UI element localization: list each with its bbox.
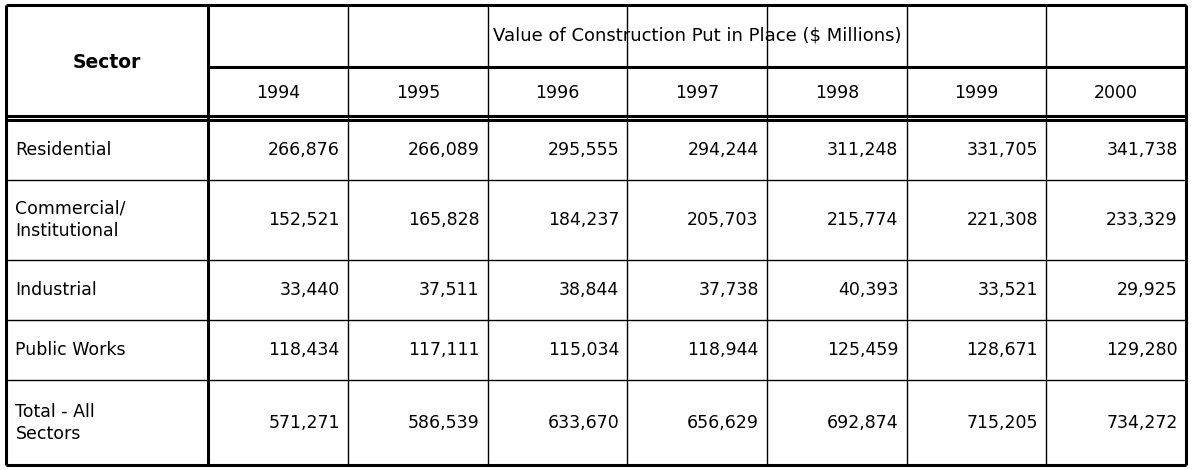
Text: 125,459: 125,459 <box>827 341 899 359</box>
Text: 233,329: 233,329 <box>1106 211 1178 229</box>
Text: 715,205: 715,205 <box>967 414 1038 431</box>
Text: 37,738: 37,738 <box>699 281 759 299</box>
Text: 311,248: 311,248 <box>827 141 899 159</box>
Text: 656,629: 656,629 <box>687 414 759 431</box>
Text: 571,271: 571,271 <box>268 414 340 431</box>
Text: Industrial: Industrial <box>15 281 98 299</box>
Text: 266,089: 266,089 <box>408 141 479 159</box>
Text: 152,521: 152,521 <box>268 211 340 229</box>
Text: 128,671: 128,671 <box>967 341 1038 359</box>
Text: 734,272: 734,272 <box>1106 414 1178 431</box>
Text: 221,308: 221,308 <box>967 211 1038 229</box>
Text: 692,874: 692,874 <box>827 414 899 431</box>
Text: 118,944: 118,944 <box>688 341 759 359</box>
Text: Sector: Sector <box>73 53 142 72</box>
Text: Commercial/
Institutional: Commercial/ Institutional <box>15 200 126 240</box>
Text: 1996: 1996 <box>535 85 579 102</box>
Text: 266,876: 266,876 <box>268 141 340 159</box>
Text: 205,703: 205,703 <box>688 211 759 229</box>
Text: 1997: 1997 <box>675 85 720 102</box>
Text: 115,034: 115,034 <box>547 341 619 359</box>
Text: 38,844: 38,844 <box>559 281 619 299</box>
Text: 184,237: 184,237 <box>547 211 619 229</box>
Text: 331,705: 331,705 <box>967 141 1038 159</box>
Text: 1999: 1999 <box>955 85 999 102</box>
Text: 118,434: 118,434 <box>268 341 340 359</box>
Text: 1998: 1998 <box>815 85 859 102</box>
Text: 33,521: 33,521 <box>977 281 1038 299</box>
Text: Value of Construction Put in Place ($ Millions): Value of Construction Put in Place ($ Mi… <box>493 27 901 45</box>
Text: Public Works: Public Works <box>15 341 126 359</box>
Text: 33,440: 33,440 <box>279 281 340 299</box>
Text: 294,244: 294,244 <box>688 141 759 159</box>
Text: 295,555: 295,555 <box>547 141 619 159</box>
Text: Total - All
Sectors: Total - All Sectors <box>15 403 95 443</box>
Text: Residential: Residential <box>15 141 112 159</box>
Text: 586,539: 586,539 <box>408 414 479 431</box>
Text: 633,670: 633,670 <box>547 414 619 431</box>
Text: 1994: 1994 <box>256 85 300 102</box>
Text: 117,111: 117,111 <box>408 341 479 359</box>
Text: 341,738: 341,738 <box>1106 141 1178 159</box>
Text: 215,774: 215,774 <box>827 211 899 229</box>
Text: 129,280: 129,280 <box>1106 341 1178 359</box>
Text: 40,393: 40,393 <box>838 281 899 299</box>
Text: 2000: 2000 <box>1094 85 1138 102</box>
Text: 165,828: 165,828 <box>408 211 479 229</box>
Text: 37,511: 37,511 <box>418 281 479 299</box>
Text: 29,925: 29,925 <box>1117 281 1178 299</box>
Text: 1995: 1995 <box>396 85 440 102</box>
